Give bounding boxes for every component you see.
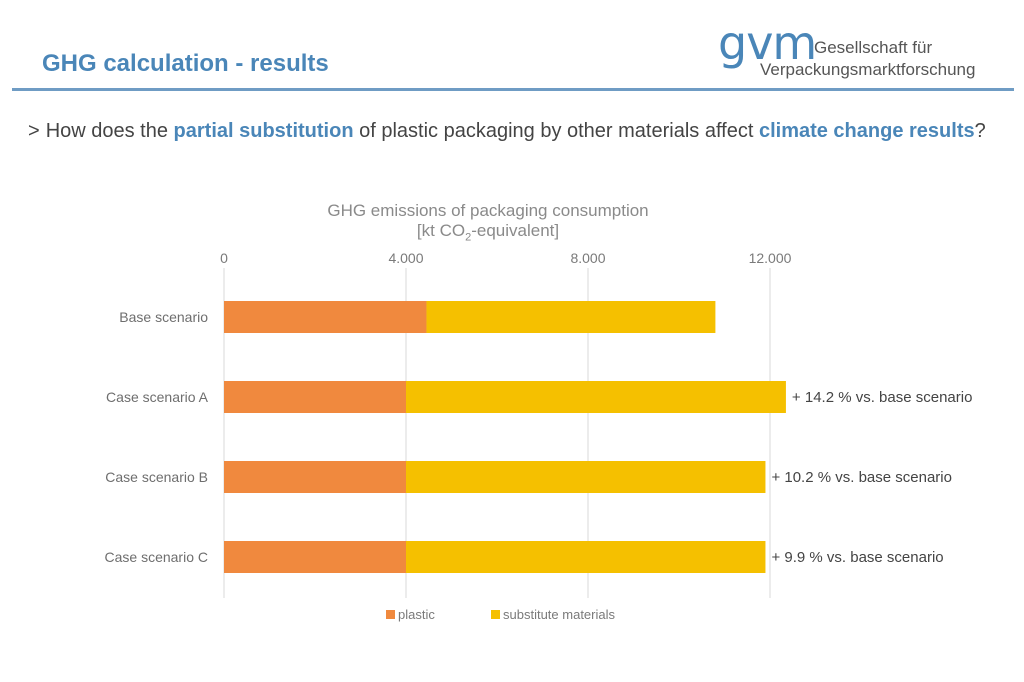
annotation-label: + 14.2 % vs. base scenario (792, 389, 973, 406)
bar-substitute (426, 301, 716, 333)
chart-subtitle-subscript: 2 (465, 231, 472, 244)
question-part2: of plastic packaging by other materials … (353, 120, 759, 142)
question-highlight1: partial substitution (173, 120, 354, 142)
logo-text-line1: Gesellschaft für (814, 38, 933, 57)
category-label: Base scenario (119, 309, 208, 325)
header-divider (12, 88, 1014, 91)
bar-substitute (406, 461, 766, 493)
bar-plastic (224, 301, 427, 333)
bullet-marker: > (28, 120, 40, 142)
question-part3: ? (974, 120, 986, 142)
x-tick-label: 8.000 (570, 250, 605, 266)
bar-plastic (224, 381, 406, 413)
question-highlight2: climate change results (758, 120, 975, 142)
bar-plastic (224, 541, 406, 573)
category-label: Case scenario A (106, 389, 209, 405)
header-title: GHG calculation - results (42, 50, 329, 77)
legend-swatch (386, 610, 395, 619)
legend-swatch (491, 610, 500, 619)
x-tick-label: 4.000 (388, 250, 423, 266)
logo-text-line2: Verpackungsmarktforschung (760, 60, 976, 79)
chart-title: GHG emissions of packaging consumption (327, 201, 649, 220)
x-tick-label: 12.000 (749, 250, 792, 266)
legend-label: substitute materials (503, 607, 615, 622)
annotation-label: + 9.9 % vs. base scenario (771, 549, 943, 566)
chart-subtitle-prefix: [kt CO (416, 221, 466, 240)
category-label: Case scenario C (105, 549, 209, 565)
question-part1: How does the (45, 120, 174, 142)
question-text: > How does the partial substitution of pl… (28, 118, 988, 145)
chart-subtitle-suffix: -equivalent] (471, 221, 560, 240)
bar-plastic (224, 461, 406, 493)
x-tick-label: 0 (220, 250, 228, 266)
legend-label: plastic (398, 607, 435, 622)
bar-substitute (406, 541, 766, 573)
category-label: Case scenario B (105, 469, 208, 485)
bar-substitute (406, 381, 786, 413)
chart-subtitle: [kt CO2-equivalent] (238, 221, 738, 243)
annotation-label: + 10.2 % vs. base scenario (771, 469, 952, 486)
logo-mark: gvm (718, 16, 817, 70)
